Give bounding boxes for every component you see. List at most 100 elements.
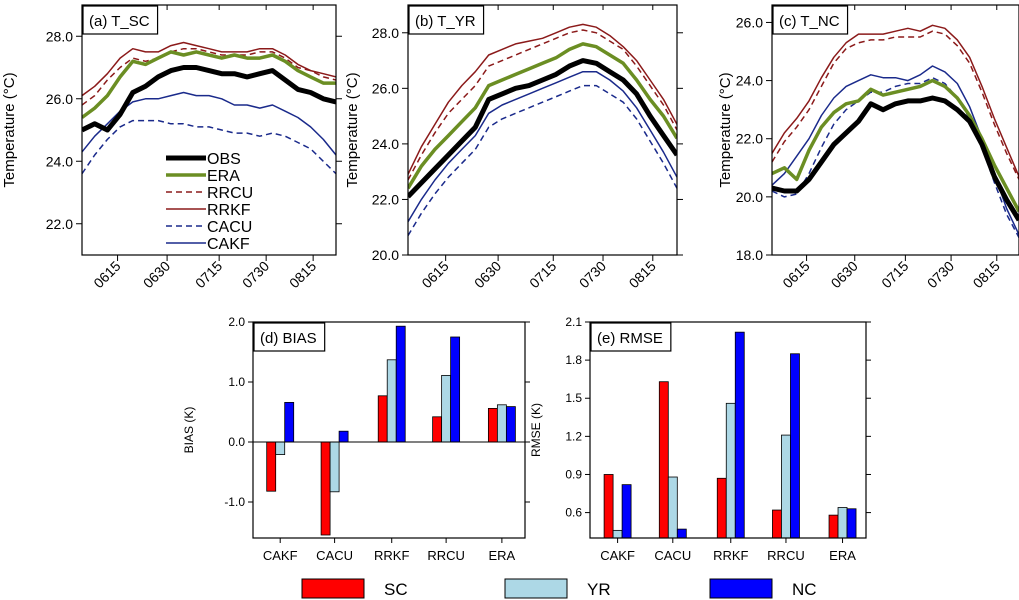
plot-frame xyxy=(589,321,867,539)
x-tick-label: CAKF xyxy=(263,548,298,563)
legend-label-rrcu: RRCU xyxy=(207,185,253,202)
x-tick-label: RRCU xyxy=(767,548,805,563)
x-tick-label: ERA xyxy=(829,548,856,563)
x-tick-label: 0615 xyxy=(418,258,451,291)
bar-yr xyxy=(329,441,340,493)
bar-sc xyxy=(320,441,331,536)
x-tick-label: 0715 xyxy=(878,258,911,291)
y-tick-label: 24.0 xyxy=(46,153,73,169)
series-line-rrcu xyxy=(408,29,677,181)
legend-label-sc: SC xyxy=(384,580,408,599)
y-tick-label: 1.8 xyxy=(565,353,582,367)
series-line-era xyxy=(772,78,1019,213)
series-line-cakf xyxy=(408,70,677,223)
x-tick-label: 0615 xyxy=(779,258,812,291)
bar-sc xyxy=(772,509,782,539)
y-tick-label: 0.6 xyxy=(565,506,582,520)
series-line-rrkf xyxy=(772,24,1019,177)
panel-title-box xyxy=(590,322,672,352)
y-tick-label: 0.0 xyxy=(228,435,245,449)
bar-nc xyxy=(790,353,800,539)
bar-yr xyxy=(496,404,507,443)
bar-sc xyxy=(603,474,614,539)
bar-sc xyxy=(716,477,727,539)
x-tick-label: CACU xyxy=(316,548,353,563)
x-tick-label: 0730 xyxy=(924,258,957,291)
panel-title-box xyxy=(772,5,849,35)
legend-label-cacu: CACU xyxy=(207,219,252,236)
series-line-cacu xyxy=(82,119,336,175)
legend-label-era: ERA xyxy=(207,168,240,185)
plot-frame xyxy=(407,4,678,256)
x-tick-label: RRCU xyxy=(427,548,465,563)
y-tick-label: 2.0 xyxy=(228,315,245,329)
bar-yr xyxy=(667,476,678,539)
series-line-rrkf xyxy=(82,41,336,97)
series-line-era xyxy=(408,42,677,190)
bar-yr xyxy=(386,359,397,443)
legend-label-nc: NC xyxy=(792,580,817,599)
bar-nc xyxy=(676,528,687,539)
bar-panel-d: -1.0 0.0 1.0 2.0 CAKF CACU RRKF RRCU ERA (d) BIAS… xyxy=(182,315,530,563)
legend-label-cakf: CAKF xyxy=(207,236,250,253)
bar-sc xyxy=(828,514,839,539)
line-panel-c: 18.0 20.0 22.0 24.0 26.0 0615 0630 0715 0730 0815… xyxy=(717,4,1019,291)
bar-sc xyxy=(377,395,388,443)
line-panel-a: 22.0 24.0 26.0 28.0 0615 0630 0715 0730 0815 (a) … xyxy=(1,4,342,291)
y-tick-label: 22.0 xyxy=(372,191,399,207)
legend-swatch-nc xyxy=(709,578,773,599)
bar-nc xyxy=(505,406,516,443)
bar-yr xyxy=(725,402,736,539)
panel-title: (a) T_SC xyxy=(89,13,150,30)
bar-nc xyxy=(734,331,745,539)
panel-title: (e) RMSE xyxy=(597,330,663,347)
bar-yr xyxy=(781,434,791,539)
bar-yr xyxy=(441,374,452,443)
x-tick-label: ERA xyxy=(489,548,516,563)
y-tick-label: 26.0 xyxy=(372,80,399,96)
panel-title-box xyxy=(253,322,326,352)
y-axis-label: Temperature (°C) xyxy=(1,72,18,187)
y-tick-label: 18.0 xyxy=(736,247,763,263)
panel-title: (d) BIAS xyxy=(260,330,317,347)
x-tick-label: RRKF xyxy=(713,548,748,563)
bar-nc xyxy=(284,401,295,443)
legend-label-rrkf: RRKF xyxy=(207,202,251,219)
bar-nc xyxy=(338,430,349,443)
legend-label-obs: OBS xyxy=(207,151,241,168)
bar-nc xyxy=(395,325,406,443)
x-tick-label: 0630 xyxy=(140,258,173,291)
series-line-cacu xyxy=(408,84,677,236)
x-tick-label: 0615 xyxy=(90,258,123,291)
y-tick-label: 28.0 xyxy=(372,25,399,41)
x-tick-label: 0815 xyxy=(286,258,319,291)
x-tick-label: RRKF xyxy=(374,548,409,563)
series-line-era xyxy=(82,50,336,119)
y-tick-label: 1.2 xyxy=(565,429,582,443)
x-tick-label: 0815 xyxy=(626,258,659,291)
bar-yr xyxy=(612,529,623,539)
y-tick-label: 1.0 xyxy=(228,375,245,389)
y-tick-label: 1.5 xyxy=(565,391,582,405)
y-axis-label: RMSE (K) xyxy=(529,403,543,457)
bar-sc xyxy=(432,416,443,443)
x-tick-label: 0715 xyxy=(526,258,559,291)
bar-yr xyxy=(837,507,848,539)
x-tick-label: 0630 xyxy=(828,258,861,291)
y-tick-label: 26.0 xyxy=(46,91,73,107)
bar-panel-e: 0.6 0.9 1.2 1.5 1.8 2.1 CAKF CACU RRKF RRCU ERA (e)… xyxy=(529,315,871,563)
bar-sc xyxy=(266,441,277,492)
plot-frame xyxy=(771,4,1019,256)
bar-yr xyxy=(275,441,286,456)
legend-swatch-yr xyxy=(504,578,568,599)
y-axis-label: BIAS (K) xyxy=(182,407,196,454)
panel-title: (c) T_NC xyxy=(779,13,840,30)
bar-nc xyxy=(621,484,632,539)
panel-title: (b) T_YR xyxy=(415,13,476,30)
panel-title-box xyxy=(82,5,159,35)
series-line-obs xyxy=(772,95,1019,222)
y-tick-label: 24.0 xyxy=(736,73,763,89)
series-line-rrcu xyxy=(772,30,1019,180)
